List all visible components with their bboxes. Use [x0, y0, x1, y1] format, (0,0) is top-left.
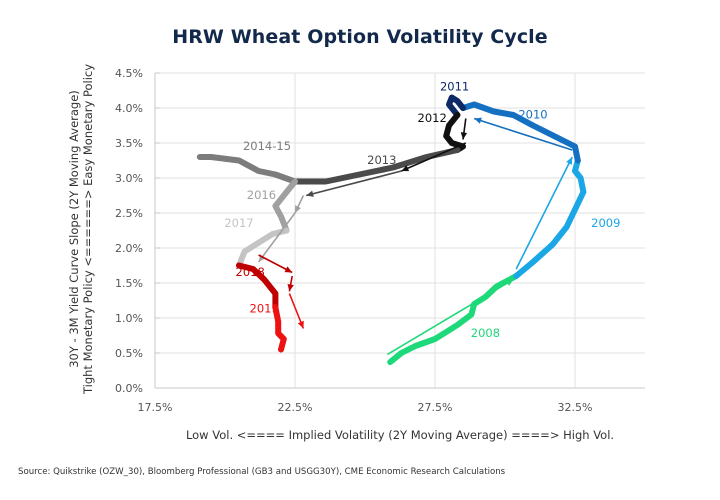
series-label-2008: 2008 — [471, 326, 500, 340]
y-tick-label: 1.5% — [115, 277, 143, 290]
arrow-head — [474, 117, 482, 124]
y-tick-label: 0.5% — [115, 347, 143, 360]
x-tick-label: 27.5% — [418, 401, 453, 414]
y-tick-label: 4.0% — [115, 102, 143, 115]
series-labels: 2008 2009 2010 2011 2012 2013 2014-15 2016 2017 2… — [224, 80, 620, 340]
arrow-head — [566, 157, 573, 165]
arrow-head — [287, 283, 294, 292]
arrow-head — [306, 190, 314, 197]
series-line-2012 — [443, 112, 466, 153]
series-line-2016 — [272, 178, 298, 234]
series-line-2010 — [460, 101, 581, 164]
x-axis-label: Low Vol. <==== Implied Volatility (2Y Mo… — [185, 428, 615, 442]
series-line-2009 — [513, 157, 587, 279]
y-tick-label: 2.0% — [115, 242, 143, 255]
series-label-2010: 2010 — [518, 108, 547, 122]
series-label-2011: 2011 — [440, 80, 469, 94]
series-label-2014-15: 2014-15 — [243, 139, 291, 153]
arrow-head — [284, 266, 293, 273]
series-line-2013 — [292, 147, 461, 185]
series-label-2018: 2018 — [236, 265, 265, 279]
y-ticks: 0.0% 0.5% 1.0% 1.5% 2.0% 2.5% 3.0% 3.5% 4.0% 4.5% — [115, 67, 160, 395]
arrow-head — [295, 205, 301, 213]
arrow-head — [297, 320, 304, 329]
series-label-2016: 2016 — [247, 188, 276, 202]
arrow-shaft — [401, 142, 467, 172]
arrow-shaft — [515, 156, 573, 270]
arrow-shaft — [386, 278, 514, 356]
y-tick-label: 2.5% — [115, 207, 143, 220]
source-note: Source: Quikstrike (OZW_30), Bloomberg P… — [18, 467, 506, 477]
y-tick-label: 3.0% — [115, 172, 143, 185]
series-line-2008 — [387, 273, 520, 366]
arrow-shaft — [306, 170, 402, 197]
arrow-head — [505, 279, 514, 286]
arrow-head — [460, 132, 468, 140]
grid — [154, 72, 645, 389]
x-tick-label: 32.5% — [558, 401, 593, 414]
x-ticks: 17.5% 22.5% 27.5% 32.5% — [138, 401, 593, 414]
y-tick-label: 0.0% — [115, 382, 143, 395]
series-label-2017: 2017 — [224, 216, 253, 230]
arrow-shaft — [257, 212, 296, 263]
series-line-2017 — [236, 227, 290, 269]
series-label-2012: 2012 — [418, 111, 447, 125]
series-line-2011 — [446, 94, 466, 118]
x-tick-label: 17.5% — [138, 401, 173, 414]
series-line-2019 — [272, 304, 287, 353]
y-tick-label: 1.0% — [115, 312, 143, 325]
y-tick-label: 3.5% — [115, 137, 143, 150]
series-lines — [196, 94, 587, 366]
y-tick-label: 4.5% — [115, 67, 143, 80]
chart-title: HRW Wheat Option Volatility Cycle — [172, 26, 548, 48]
series-line-2014-15 — [196, 154, 298, 185]
cycle-arrows — [257, 117, 573, 356]
arrow-shaft — [473, 117, 573, 151]
series-line-2018 — [236, 262, 279, 311]
arrow-head — [401, 165, 410, 172]
series-label-2019: 2019 — [250, 301, 279, 315]
series-label-2009: 2009 — [591, 216, 620, 230]
series-label-2013: 2013 — [367, 153, 396, 167]
x-tick-label: 22.5% — [278, 401, 313, 414]
